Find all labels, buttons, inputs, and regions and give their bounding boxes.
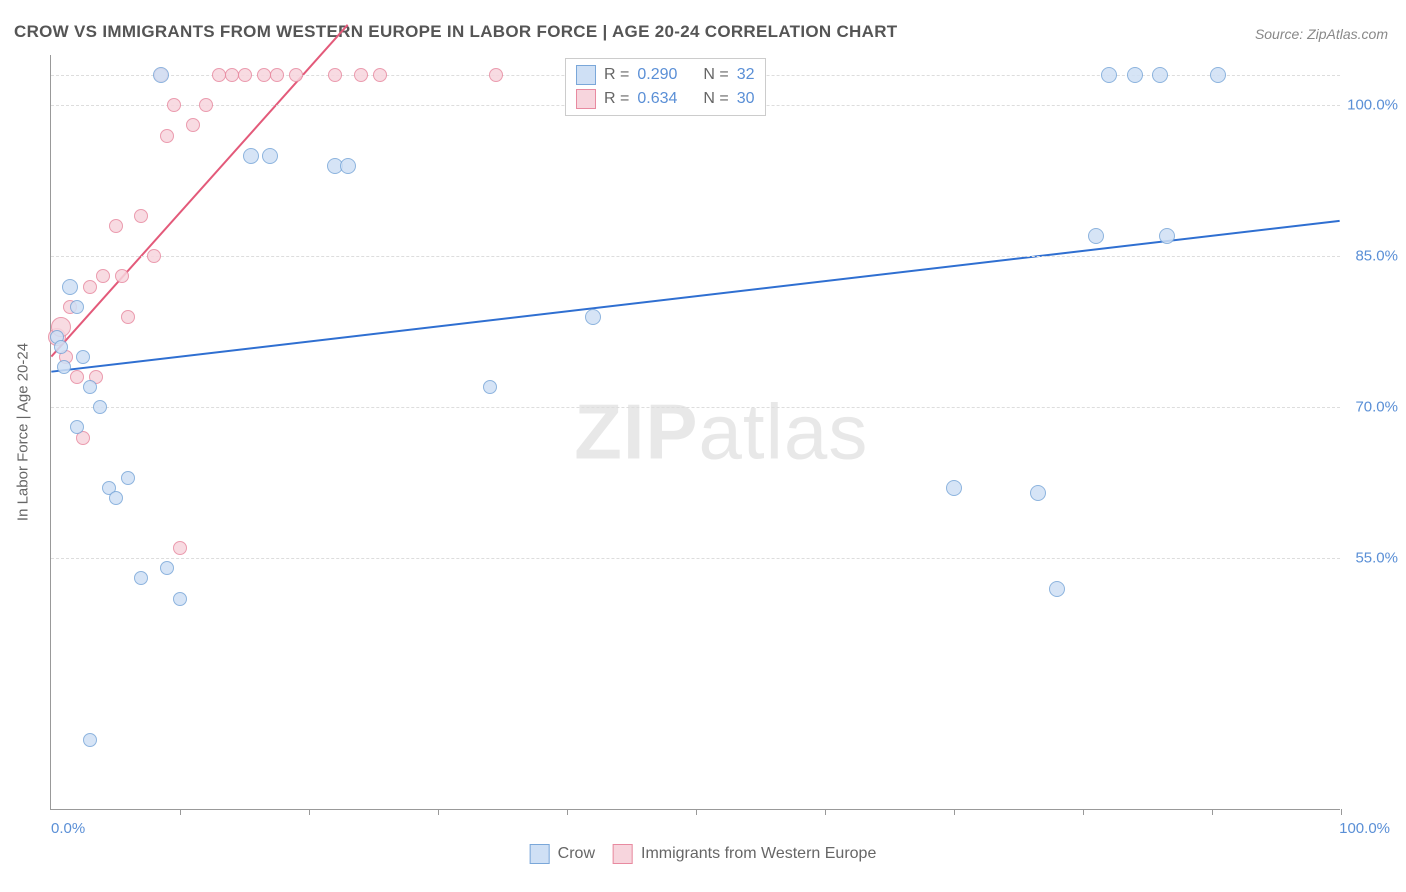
immigrants-point	[70, 370, 84, 384]
immigrants-point	[489, 68, 503, 82]
crow-point	[1101, 67, 1117, 83]
gridline	[51, 558, 1340, 559]
immigrants-point	[173, 541, 187, 555]
immigrants-point	[167, 98, 181, 112]
immigrants-point	[238, 68, 252, 82]
swatch-crow	[576, 65, 596, 85]
y-tick-label: 85.0%	[1355, 248, 1398, 265]
swatch-immigrants	[576, 89, 596, 109]
immigrants-point	[115, 269, 129, 283]
gridline	[51, 407, 1340, 408]
crow-point	[585, 309, 601, 325]
correlation-legend: R = 0.290 N = 32 R = 0.634 N = 30	[565, 58, 766, 116]
crow-point	[93, 400, 107, 414]
x-tick	[309, 809, 310, 815]
crow-point	[1127, 67, 1143, 83]
crow-point	[1049, 581, 1065, 597]
legend-row-crow: R = 0.290 N = 32	[576, 63, 755, 87]
y-tick-label: 55.0%	[1355, 550, 1398, 567]
crow-point	[76, 350, 90, 364]
gridline	[51, 256, 1340, 257]
r-label: R =	[604, 90, 629, 108]
crow-point	[1159, 228, 1175, 244]
y-tick-label: 70.0%	[1355, 399, 1398, 416]
immigrants-point	[289, 68, 303, 82]
source-attribution: Source: ZipAtlas.com	[1255, 26, 1388, 42]
crow-point	[243, 148, 259, 164]
r-value-immigrants: 0.634	[637, 90, 677, 108]
crow-point	[1210, 67, 1226, 83]
crow-point	[121, 471, 135, 485]
crow-point	[62, 279, 78, 295]
legend-label-immigrants: Immigrants from Western Europe	[641, 845, 876, 863]
immigrants-point	[83, 280, 97, 294]
y-tick-label: 100.0%	[1347, 97, 1398, 114]
n-label: N =	[703, 90, 728, 108]
crow-point	[946, 480, 962, 496]
immigrants-point	[212, 68, 226, 82]
x-axis-max-label: 100.0%	[1339, 820, 1390, 837]
crow-point	[83, 733, 97, 747]
x-tick	[825, 809, 826, 815]
x-tick	[696, 809, 697, 815]
immigrants-point	[134, 209, 148, 223]
r-value-crow: 0.290	[637, 66, 677, 84]
x-tick	[1083, 809, 1084, 815]
immigrants-point	[121, 310, 135, 324]
crow-point	[109, 491, 123, 505]
swatch-immigrants-bottom	[613, 844, 633, 864]
immigrants-point	[373, 68, 387, 82]
legend-label-crow: Crow	[558, 845, 595, 863]
immigrants-point	[328, 68, 342, 82]
crow-point	[70, 420, 84, 434]
x-axis-min-label: 0.0%	[51, 820, 85, 837]
crow-point	[173, 592, 187, 606]
crow-point	[340, 158, 356, 174]
n-value-crow: 32	[737, 66, 755, 84]
immigrants-point	[270, 68, 284, 82]
immigrants-point	[160, 129, 174, 143]
crow-point	[160, 561, 174, 575]
x-tick	[180, 809, 181, 815]
swatch-crow-bottom	[530, 844, 550, 864]
x-tick	[1212, 809, 1213, 815]
n-value-immigrants: 30	[737, 90, 755, 108]
legend-item-crow: Crow	[530, 844, 595, 864]
crow-point	[70, 300, 84, 314]
legend-row-immigrants: R = 0.634 N = 30	[576, 87, 755, 111]
series-legend: Crow Immigrants from Western Europe	[530, 844, 877, 864]
crow-point	[1152, 67, 1168, 83]
x-tick	[1341, 809, 1342, 815]
immigrants-point	[354, 68, 368, 82]
trend-line	[51, 221, 1339, 372]
x-tick	[438, 809, 439, 815]
r-label: R =	[604, 66, 629, 84]
immigrants-point	[109, 219, 123, 233]
crow-point	[134, 571, 148, 585]
crow-point	[483, 380, 497, 394]
x-tick	[567, 809, 568, 815]
immigrants-point	[186, 118, 200, 132]
immigrants-point	[147, 249, 161, 263]
chart-svg	[51, 55, 1340, 809]
plot-area: ZIPatlas In Labor Force | Age 20-24 0.0%…	[50, 55, 1340, 810]
crow-point	[54, 340, 68, 354]
legend-item-immigrants: Immigrants from Western Europe	[613, 844, 876, 864]
immigrants-point	[199, 98, 213, 112]
immigrants-point	[96, 269, 110, 283]
n-label: N =	[703, 66, 728, 84]
y-axis-title: In Labor Force | Age 20-24	[15, 343, 32, 521]
immigrants-point	[257, 68, 271, 82]
x-tick	[954, 809, 955, 815]
crow-point	[153, 67, 169, 83]
immigrants-point	[225, 68, 239, 82]
crow-point	[1088, 228, 1104, 244]
crow-point	[1030, 485, 1046, 501]
chart-title: CROW VS IMMIGRANTS FROM WESTERN EUROPE I…	[14, 22, 897, 42]
crow-point	[57, 360, 71, 374]
crow-point	[262, 148, 278, 164]
crow-point	[83, 380, 97, 394]
